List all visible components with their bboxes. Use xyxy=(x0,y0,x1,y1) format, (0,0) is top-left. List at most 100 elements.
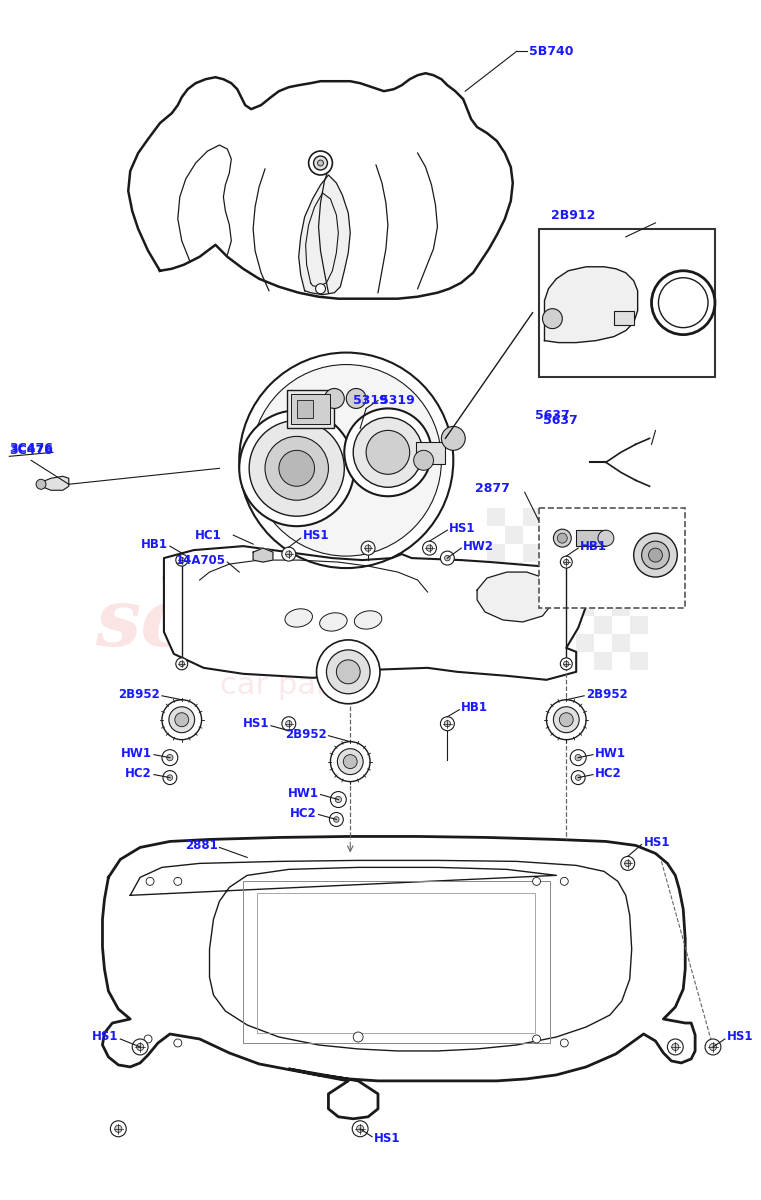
Circle shape xyxy=(309,151,333,175)
Text: HB1: HB1 xyxy=(580,540,607,553)
Circle shape xyxy=(174,877,182,886)
Circle shape xyxy=(330,742,370,781)
Polygon shape xyxy=(253,548,273,562)
Bar xyxy=(291,395,330,425)
Circle shape xyxy=(352,1121,368,1136)
Bar xyxy=(629,616,648,634)
Bar xyxy=(612,598,629,616)
Circle shape xyxy=(634,533,677,577)
Circle shape xyxy=(239,410,354,526)
Bar xyxy=(523,616,540,634)
Circle shape xyxy=(560,556,572,568)
Circle shape xyxy=(336,660,360,684)
Text: 2B952: 2B952 xyxy=(118,689,160,701)
Text: HB1: HB1 xyxy=(141,538,168,551)
Bar xyxy=(487,544,505,562)
Text: HW2: HW2 xyxy=(463,540,494,553)
Circle shape xyxy=(564,559,569,565)
Bar xyxy=(540,526,559,544)
Bar xyxy=(594,544,612,562)
Bar xyxy=(594,580,612,598)
Text: 5319: 5319 xyxy=(380,394,415,407)
Text: scuderia: scuderia xyxy=(95,586,481,662)
Bar xyxy=(540,598,559,616)
Ellipse shape xyxy=(355,611,382,629)
Text: 2B912: 2B912 xyxy=(552,209,596,222)
Circle shape xyxy=(146,877,154,886)
Circle shape xyxy=(575,775,581,780)
Polygon shape xyxy=(299,175,350,295)
Bar xyxy=(594,652,612,670)
Bar xyxy=(629,580,648,598)
Circle shape xyxy=(324,389,344,408)
Circle shape xyxy=(337,749,363,774)
Polygon shape xyxy=(164,546,586,680)
Circle shape xyxy=(560,1039,568,1046)
Bar xyxy=(629,509,648,526)
Circle shape xyxy=(570,750,586,766)
Bar xyxy=(539,509,685,608)
Bar xyxy=(576,598,594,616)
Circle shape xyxy=(441,426,465,450)
Text: HS1: HS1 xyxy=(449,522,476,535)
Circle shape xyxy=(353,1032,363,1042)
Circle shape xyxy=(163,770,177,785)
Bar xyxy=(487,509,505,526)
Bar xyxy=(505,526,523,544)
Circle shape xyxy=(162,700,202,739)
Circle shape xyxy=(136,1043,144,1050)
Ellipse shape xyxy=(320,613,347,631)
Circle shape xyxy=(326,650,370,694)
Circle shape xyxy=(317,160,323,166)
Circle shape xyxy=(357,1126,364,1133)
Circle shape xyxy=(265,437,329,500)
Circle shape xyxy=(144,1034,152,1043)
Text: 5319: 5319 xyxy=(353,394,388,407)
Bar xyxy=(614,311,634,325)
Bar xyxy=(523,652,540,670)
Text: 5B740: 5B740 xyxy=(529,44,573,58)
Circle shape xyxy=(36,479,46,490)
Bar xyxy=(612,526,629,544)
Bar xyxy=(576,634,594,652)
Bar xyxy=(505,598,523,616)
Text: 5637: 5637 xyxy=(543,414,578,427)
Circle shape xyxy=(667,1039,683,1055)
Bar xyxy=(594,509,612,526)
Bar xyxy=(540,562,559,580)
Circle shape xyxy=(335,797,342,803)
Polygon shape xyxy=(477,572,552,622)
Bar xyxy=(505,634,523,652)
Bar xyxy=(539,229,715,377)
Circle shape xyxy=(572,770,585,785)
Bar xyxy=(576,526,594,544)
Polygon shape xyxy=(41,476,68,491)
Text: 5637: 5637 xyxy=(534,409,569,422)
Circle shape xyxy=(346,389,366,408)
Text: 2B952: 2B952 xyxy=(586,689,628,701)
Circle shape xyxy=(709,1043,717,1050)
Text: car parts: car parts xyxy=(220,671,356,701)
Circle shape xyxy=(648,548,662,562)
Bar xyxy=(559,580,576,598)
Circle shape xyxy=(560,658,572,670)
Circle shape xyxy=(533,1034,540,1043)
Bar xyxy=(523,580,540,598)
Circle shape xyxy=(621,857,635,870)
Circle shape xyxy=(333,817,339,822)
Text: HC2: HC2 xyxy=(126,767,152,780)
Circle shape xyxy=(557,533,567,544)
Bar xyxy=(487,616,505,634)
Circle shape xyxy=(167,755,173,761)
Text: HS1: HS1 xyxy=(303,529,330,541)
Circle shape xyxy=(560,877,568,886)
Circle shape xyxy=(175,713,189,727)
Circle shape xyxy=(176,554,188,566)
Circle shape xyxy=(365,545,371,551)
Text: 3C476: 3C476 xyxy=(9,444,53,457)
Circle shape xyxy=(444,556,451,560)
Circle shape xyxy=(344,408,431,497)
Circle shape xyxy=(343,755,357,769)
Circle shape xyxy=(553,529,572,547)
Bar xyxy=(594,616,612,634)
